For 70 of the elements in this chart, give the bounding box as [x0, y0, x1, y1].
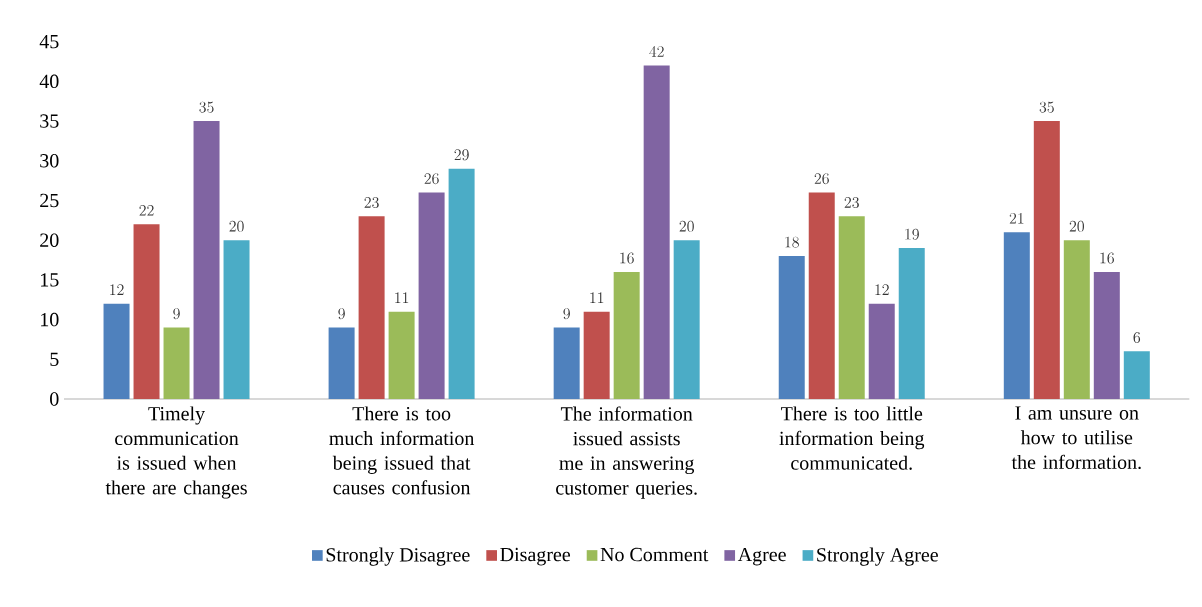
data-label: 12: [875, 284, 889, 295]
y-tick-label: 45: [39, 35, 59, 49]
data-label: 21: [1009, 212, 1024, 224]
y-tick-label: 35: [40, 114, 59, 128]
legend-label: Strongly Agree: [817, 547, 938, 566]
data-label: 9: [338, 308, 345, 320]
legend-label: No Comment: [600, 547, 709, 562]
y-tick-label: 20: [40, 233, 59, 247]
bar: [328, 327, 355, 399]
data-label: 6: [1133, 332, 1141, 343]
data-label: 20: [1069, 220, 1084, 232]
bar: [1033, 121, 1060, 399]
data-label: 22: [139, 204, 154, 216]
data-label: 26: [424, 173, 439, 185]
legend-label: Disagree: [500, 547, 571, 566]
bar: [838, 216, 865, 399]
x-tick-label: Timely communication is issued when there are changes: [105, 406, 247, 499]
data-label: 18: [785, 236, 799, 248]
data-label: 16: [1100, 252, 1114, 264]
y-tick-label: 10: [41, 312, 59, 327]
bar: [613, 271, 640, 399]
y-tick-label: 0: [50, 392, 59, 406]
data-label: 20: [679, 220, 694, 232]
bar: [778, 256, 805, 399]
data-label: 9: [563, 308, 570, 320]
x-tick-label: I am unsure on how to utilise the information.: [1011, 406, 1141, 470]
data-label: 23: [844, 197, 859, 208]
data-label: 26: [814, 173, 829, 185]
x-tick-label: There is too much information being issued that causes confusion: [329, 406, 475, 495]
x-tick-label: The information issued assists me in answering customer queries.: [556, 406, 697, 499]
bar: [1003, 232, 1030, 399]
y-tick-label: 40: [39, 74, 59, 89]
bar: [223, 240, 250, 399]
bar: [898, 248, 925, 399]
data-label: 11: [590, 292, 604, 303]
data-label: 23: [364, 197, 379, 208]
data-label: 19: [905, 228, 919, 240]
x-tick-label: There is too little information being communicated.: [779, 406, 925, 470]
bar: [1093, 271, 1120, 399]
data-label: 9: [173, 308, 180, 320]
bar: [388, 311, 415, 399]
y-tick-label: 15: [41, 273, 59, 287]
legend-label: Agree: [737, 547, 786, 566]
data-label: 29: [454, 149, 469, 161]
bar: [133, 224, 160, 399]
bar: [193, 121, 220, 399]
bar: [1123, 351, 1150, 399]
bar: [448, 168, 475, 399]
bar: [808, 192, 835, 399]
y-tick-label: 25: [40, 193, 59, 208]
data-label: 35: [1039, 101, 1054, 113]
bar: [163, 327, 190, 399]
bar: [103, 303, 130, 399]
bar: [583, 311, 610, 399]
data-label: 12: [110, 284, 124, 295]
bar: [418, 192, 445, 399]
data-label: 16: [620, 252, 634, 264]
bar: [553, 327, 580, 399]
bar: [643, 65, 670, 399]
bar: [673, 240, 700, 399]
bar: [358, 216, 385, 399]
bar: [868, 303, 895, 399]
data-label: 35: [199, 101, 214, 113]
legend-label: Strongly Disagree: [326, 547, 470, 566]
y-tick-label: 5: [50, 352, 59, 366]
data-label: 42: [649, 45, 664, 57]
y-tick-label: 30: [40, 154, 59, 168]
data-label: 11: [395, 292, 409, 303]
data-label: 20: [229, 220, 244, 232]
bar: [1063, 240, 1090, 399]
